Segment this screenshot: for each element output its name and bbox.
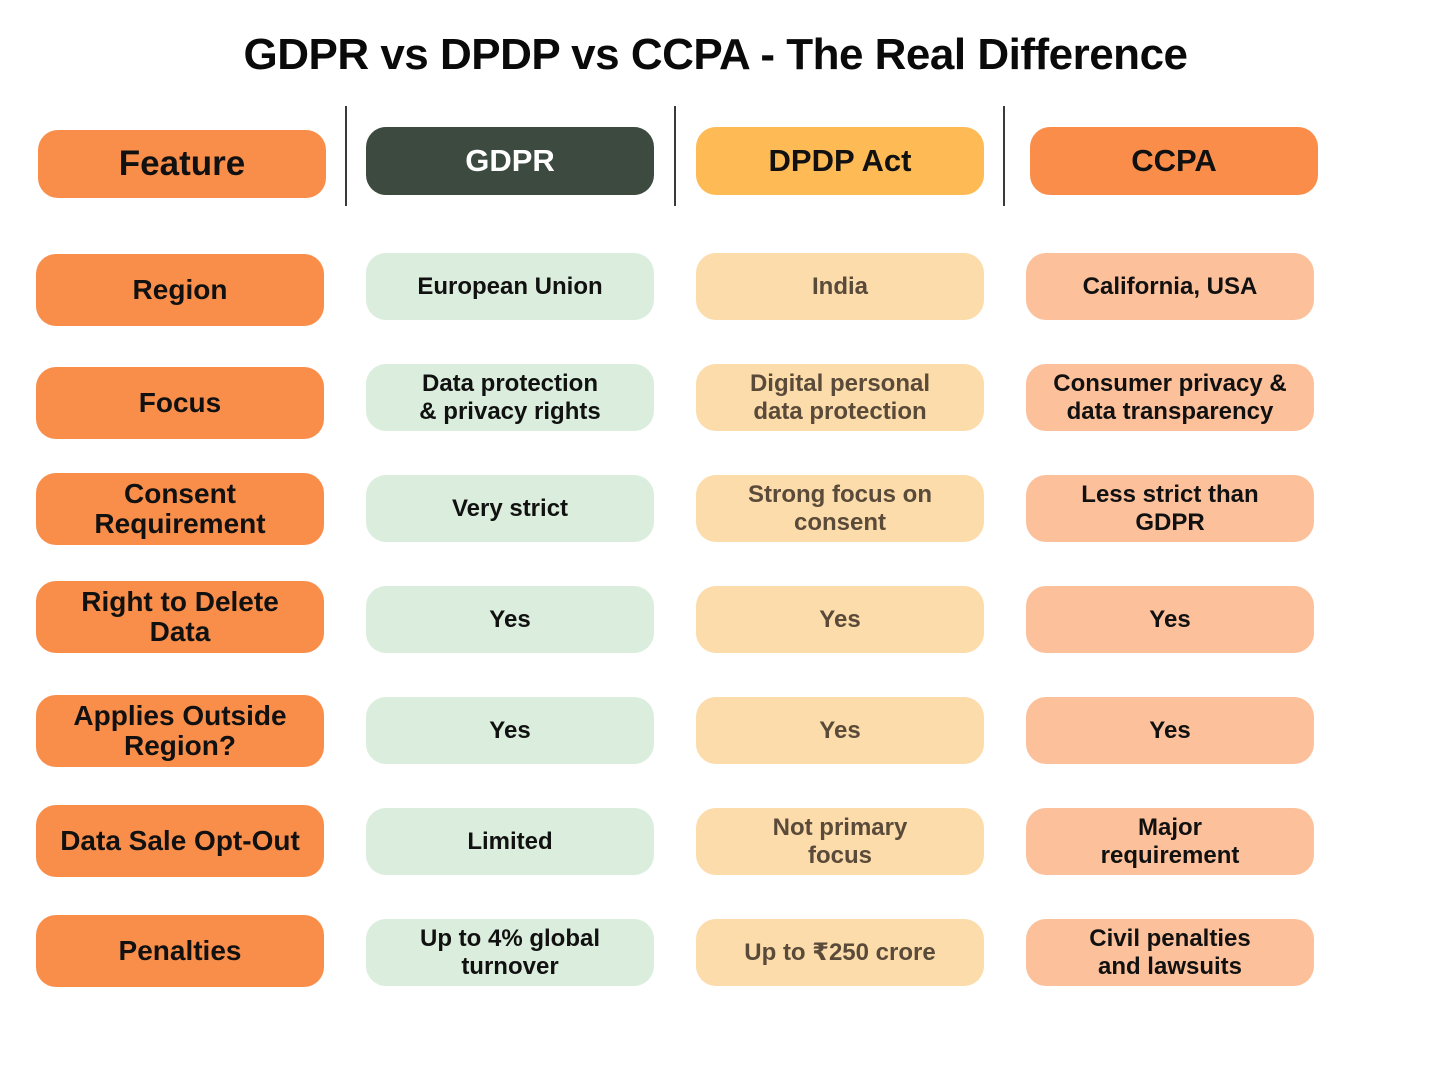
ccpa-cell: Major requirement bbox=[1026, 808, 1314, 875]
gdpr-cell: European Union bbox=[366, 253, 654, 320]
column-divider bbox=[345, 106, 347, 206]
feature-label: Data Sale Opt-Out bbox=[36, 805, 324, 877]
ccpa-cell: Consumer privacy & data transparency bbox=[1026, 364, 1314, 431]
gdpr-cell: Yes bbox=[366, 586, 654, 653]
header-ccpa: CCPA bbox=[1030, 127, 1318, 195]
ccpa-cell: California, USA bbox=[1026, 253, 1314, 320]
gdpr-cell: Limited bbox=[366, 808, 654, 875]
column-divider bbox=[1003, 106, 1005, 206]
column-divider bbox=[674, 106, 676, 206]
header-feature: Feature bbox=[38, 130, 326, 198]
ccpa-cell: Yes bbox=[1026, 697, 1314, 764]
ccpa-cell: Less strict than GDPR bbox=[1026, 475, 1314, 542]
ccpa-cell: Civil penalties and lawsuits bbox=[1026, 919, 1314, 986]
header-dpdp: DPDP Act bbox=[696, 127, 984, 195]
dpdp-cell: Not primary focus bbox=[696, 808, 984, 875]
feature-label: Penalties bbox=[36, 915, 324, 987]
gdpr-cell: Very strict bbox=[366, 475, 654, 542]
dpdp-cell: Up to ₹250 crore bbox=[696, 919, 984, 986]
page-title: GDPR vs DPDP vs CCPA - The Real Differen… bbox=[243, 30, 1188, 79]
dpdp-cell: Digital personal data protection bbox=[696, 364, 984, 431]
gdpr-cell: Up to 4% global turnover bbox=[366, 919, 654, 986]
feature-label: Right to Delete Data bbox=[36, 581, 324, 653]
feature-label: Region bbox=[36, 254, 324, 326]
gdpr-cell: Yes bbox=[366, 697, 654, 764]
header-gdpr: GDPR bbox=[366, 127, 654, 195]
dpdp-cell: India bbox=[696, 253, 984, 320]
dpdp-cell: Yes bbox=[696, 586, 984, 653]
feature-label: Focus bbox=[36, 367, 324, 439]
feature-label: Consent Requirement bbox=[36, 473, 324, 545]
ccpa-cell: Yes bbox=[1026, 586, 1314, 653]
dpdp-cell: Strong focus on consent bbox=[696, 475, 984, 542]
gdpr-cell: Data protection & privacy rights bbox=[366, 364, 654, 431]
feature-label: Applies Outside Region? bbox=[36, 695, 324, 767]
dpdp-cell: Yes bbox=[696, 697, 984, 764]
